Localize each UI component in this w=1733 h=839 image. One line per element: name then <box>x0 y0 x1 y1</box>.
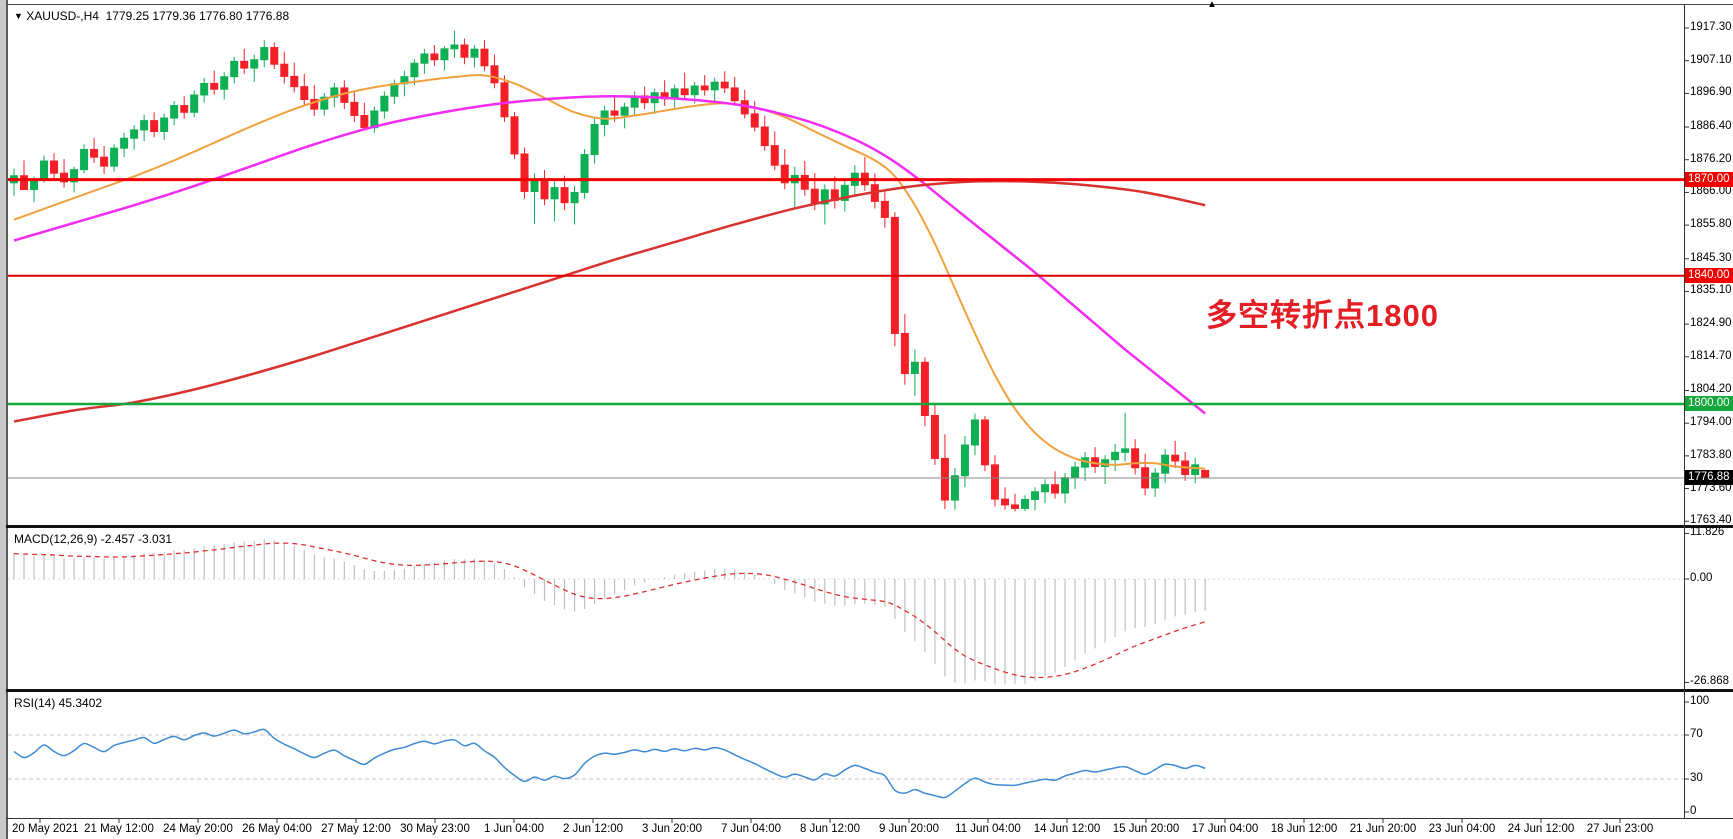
MA-slow-red[interactable] <box>13 179 1206 423</box>
rsi-line <box>13 728 1206 799</box>
time-axis-label: 20 May 2021 <box>12 823 79 835</box>
time-axis-label: 27 May 12:00 <box>321 823 391 835</box>
price-tick-label: 1845.30 <box>1690 251 1732 264</box>
window-top-border <box>6 4 1733 5</box>
time-axis-label: 30 May 23:00 <box>400 823 470 835</box>
price-tick-label: 1824.90 <box>1690 317 1732 330</box>
time-axis-label: 24 Jun 12:00 <box>1507 823 1575 835</box>
time-axis-label: 8 Jun 12:00 <box>799 823 861 835</box>
price-tick-label: 1835.10 <box>1690 284 1732 297</box>
window-left-border <box>6 0 8 839</box>
price-tick-label: 1783.80 <box>1690 448 1732 461</box>
macd-signal-line <box>13 542 1206 679</box>
time-axis-label: 14 Jun 12:00 <box>1033 823 1101 835</box>
time-axis-label: 7 Jun 04:00 <box>720 823 782 835</box>
price-tick-label: 1907.10 <box>1690 53 1732 66</box>
price-tick-label: 1763.40 <box>1690 514 1732 527</box>
price-axis-border <box>1684 4 1685 819</box>
price-tick-label: 1814.70 <box>1690 349 1732 362</box>
window-left-margin <box>0 0 6 839</box>
time-axis-label: 11 Jun 04:00 <box>955 823 1021 835</box>
MA-mid-magenta[interactable] <box>13 95 1206 415</box>
time-axis-label: 15 Jun 20:00 <box>1112 823 1180 835</box>
rsi-axis-label: 0 <box>1690 805 1697 817</box>
rsi-axis-label: 30 <box>1690 772 1703 784</box>
macd-axis-label: -26.868 <box>1690 675 1730 688</box>
time-axis-label: 24 May 20:00 <box>163 823 233 835</box>
price-tick-label: 1886.40 <box>1690 120 1732 133</box>
time-axis-label: 23 Jun 04:00 <box>1428 823 1496 835</box>
price-tick-label: 1855.80 <box>1690 218 1732 231</box>
annotation-text[interactable]: 多空转折点1800 <box>1206 298 1439 333</box>
macd-axis-label: 11.826 <box>1690 526 1725 539</box>
time-axis-label: 3 Jun 20:00 <box>641 823 703 835</box>
time-axis-label: 1 Jun 04:00 <box>483 823 545 835</box>
level-price-label: 1800.00 <box>1685 395 1733 411</box>
panel-splitter-macd-rsi[interactable] <box>6 689 1733 692</box>
time-axis-label: 17 Jun 04:00 <box>1191 823 1259 835</box>
panel-splitter-main-macd[interactable] <box>6 525 1733 528</box>
symbol-period-label: XAUUSD-,H4 <box>26 9 99 23</box>
time-axis-label: 27 Jun 23:00 <box>1586 823 1654 835</box>
time-axis-label: 26 May 04:00 <box>242 823 312 835</box>
chart-shift-marker-icon[interactable]: ▲ <box>1207 0 1217 10</box>
moving-averages-group <box>13 74 1206 470</box>
time-axis-label: 21 Jun 20:00 <box>1349 823 1417 835</box>
macd-axis-label: 0.00 <box>1690 572 1713 584</box>
macd-panel-group <box>8 539 1684 684</box>
price-tick-label: 1866.00 <box>1690 185 1732 198</box>
current-price-label: 1776.88 <box>1685 470 1733 486</box>
rsi-axis-label: 70 <box>1690 728 1703 740</box>
time-axis-label: 9 Jun 20:00 <box>878 823 940 835</box>
price-tick-label: 1896.90 <box>1690 86 1732 99</box>
time-axis-label: 21 May 12:00 <box>84 823 154 835</box>
price-tick-label: 1876.20 <box>1690 152 1732 165</box>
candles-group <box>10 30 1210 512</box>
price-tick-label: 1804.20 <box>1690 383 1732 396</box>
axis-ticks-group <box>39 27 1689 823</box>
time-axis-label: 18 Jun 12:00 <box>1270 823 1338 835</box>
level-lines-group <box>8 178 1684 479</box>
price-tick-label: 1794.00 <box>1690 416 1732 429</box>
macd-indicator-label: MACD(12,26,9) -2.457 -3.031 <box>14 532 173 546</box>
MA-fast-orange[interactable] <box>13 74 1206 470</box>
rsi-axis-label: 100 <box>1690 695 1710 707</box>
level-price-label: 1840.00 <box>1685 267 1733 283</box>
rsi-panel-group <box>8 728 1684 799</box>
chart-title-bar: ▼ XAUUSD-,H4 1779.25 1779.36 1776.80 177… <box>14 9 289 23</box>
price-tick-label: 1917.30 <box>1690 21 1732 33</box>
ohlc-values: 1779.25 1779.36 1776.80 1776.88 <box>105 9 290 23</box>
rsi-indicator-label: RSI(14) 45.3402 <box>14 696 103 710</box>
time-axis-label: 2 Jun 12:00 <box>562 823 624 835</box>
symbol-dropdown-icon: ▼ <box>14 11 23 21</box>
time-axis-border <box>6 818 1733 819</box>
level-price-label: 1870.00 <box>1685 171 1733 187</box>
